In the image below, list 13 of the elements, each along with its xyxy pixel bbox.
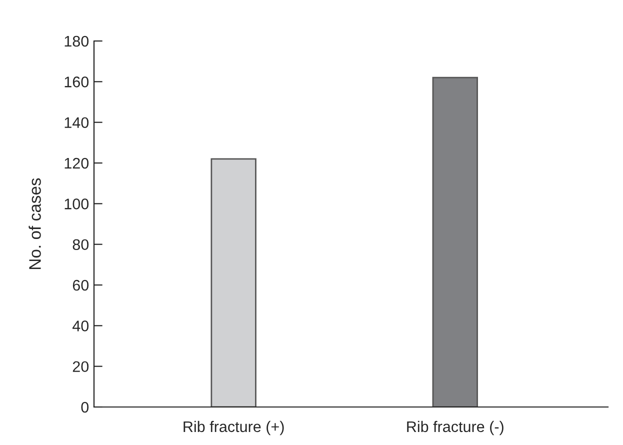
y-tick-label: 20 bbox=[72, 361, 89, 372]
y-tick-label: 40 bbox=[72, 320, 89, 332]
y-tick-label: 120 bbox=[64, 158, 89, 169]
x-tick-label: Rib fracture (-) bbox=[407, 420, 504, 436]
y-tick-label: 100 bbox=[64, 198, 89, 210]
y-axis-title: No. of cases bbox=[28, 178, 41, 269]
x-tick-label: Rib fracture (+) bbox=[184, 420, 284, 436]
y-tick-label: 140 bbox=[64, 117, 89, 128]
y-tick-label: 80 bbox=[72, 239, 89, 250]
y-tick-label: 160 bbox=[64, 76, 89, 88]
y-tick-label: 60 bbox=[72, 280, 89, 291]
y-tick-label: 0 bbox=[81, 402, 89, 413]
y-tick-label: 180 bbox=[64, 36, 89, 47]
